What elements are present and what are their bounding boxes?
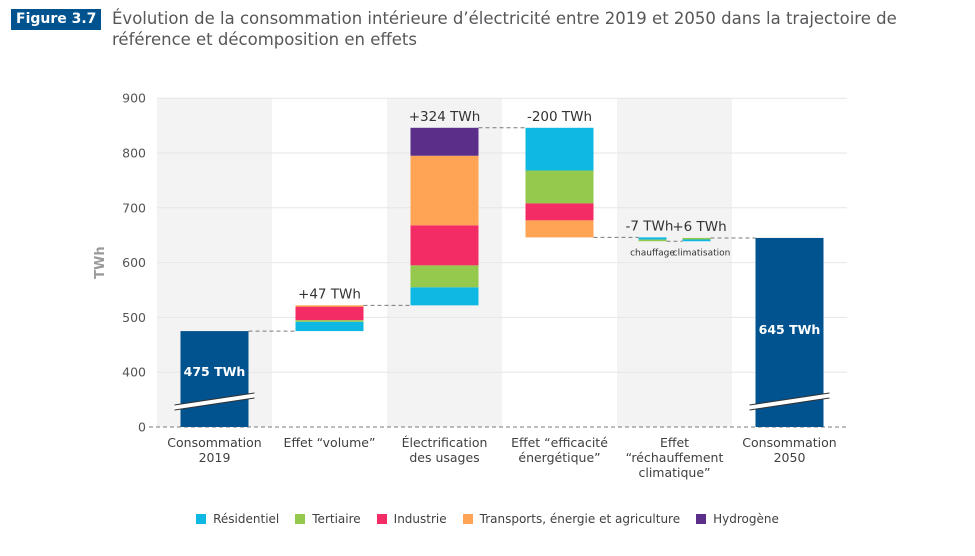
- x-category-label: Consommation: [167, 435, 261, 450]
- y-tick-label: 0: [138, 420, 146, 435]
- legend-item: Hydrogène: [696, 512, 779, 526]
- effect-value-label: +324 TWh: [409, 109, 481, 125]
- segment-tertiaire: [682, 237, 711, 240]
- legend-item: Résidentiel: [196, 512, 279, 526]
- axis-break-line: [174, 392, 255, 406]
- x-category-label: 2050: [774, 450, 806, 465]
- legend-swatch: [295, 514, 306, 524]
- legend-item: Tertiaire: [295, 512, 361, 526]
- axis-break-line: [749, 397, 830, 411]
- segment-résidentiel: [682, 239, 711, 242]
- x-category-label: Effet “efficacité: [511, 435, 608, 450]
- segment-tertiaire: [295, 320, 364, 322]
- x-category-label: des usages: [409, 450, 479, 465]
- x-category-label: 2019: [199, 450, 231, 465]
- sublabel-climatisation: climatisation: [673, 248, 731, 258]
- x-category-label: Effet: [660, 435, 689, 450]
- figure-badge: Figure 3.7: [11, 9, 102, 30]
- x-category-label: Effet “volume”: [284, 435, 376, 450]
- effect-value-label: -200 TWh: [527, 109, 592, 125]
- segment-transports: [410, 155, 479, 226]
- y-tick-label: 900: [122, 91, 146, 106]
- segment-tertiaire: [638, 239, 667, 242]
- legend-swatch: [696, 514, 707, 524]
- segment-industrie: [525, 203, 594, 221]
- effect-value-label: +6 TWh: [672, 219, 726, 235]
- legend-label: Résidentiel: [213, 512, 280, 526]
- effect-value-label: +47 TWh: [298, 286, 361, 302]
- y-tick-label: 700: [122, 200, 146, 215]
- legend-item: Transports, énergie et agriculture: [462, 512, 681, 526]
- y-tick-label: 600: [122, 255, 146, 270]
- y-tick-label: 800: [122, 146, 146, 161]
- legend-label: Transports, énergie et agriculture: [479, 512, 681, 526]
- axis-break-line: [749, 392, 830, 406]
- legend-swatch: [196, 514, 207, 524]
- effect-value-label: -7 TWh: [626, 218, 674, 234]
- segment-industrie: [295, 306, 364, 321]
- sublabel-chauffage: chauffage: [630, 248, 675, 258]
- segment-résidentiel: [638, 237, 667, 240]
- waterfall-chart: 0 400 500 600 700 800 900 TWh 475 TWh 645 TWh +47 …: [93, 91, 847, 480]
- segment-hydrogène: [410, 127, 479, 156]
- legend-swatch: [462, 514, 473, 524]
- segment-résidentiel: [295, 321, 364, 332]
- x-category-label: climatique”: [638, 465, 710, 480]
- y-axis-label: TWh: [93, 246, 108, 278]
- axis-break-line: [174, 397, 255, 411]
- segment-transports: [525, 220, 594, 238]
- segment-tertiaire: [525, 170, 594, 204]
- axis-break: [749, 393, 830, 410]
- legend: Résidentiel Tertiaire Industrie Transports,…: [0, 512, 975, 526]
- chart-title: Évolution de la consommation intérieure …: [112, 9, 897, 49]
- axis-break: [174, 393, 255, 410]
- segment-résidentiel: [525, 127, 594, 171]
- segment-résidentiel: [410, 287, 479, 306]
- legend-swatch: [376, 514, 387, 524]
- y-tick-label: 500: [122, 310, 146, 325]
- legend-label: Industrie: [393, 512, 447, 526]
- segment-tertiaire: [410, 265, 479, 288]
- x-category-label: énergétique”: [518, 450, 600, 465]
- total-bar-label: 475 TWh: [184, 364, 246, 379]
- x-category-label: “réchauffement: [626, 450, 724, 465]
- legend-item: Industrie: [376, 512, 447, 526]
- y-tick-label: 400: [122, 365, 146, 380]
- legend-label: Hydrogène: [713, 512, 779, 526]
- x-category-label: Électrification: [402, 435, 488, 450]
- total-bar-label: 645 TWh: [759, 322, 821, 337]
- x-category-label: Consommation: [742, 435, 836, 450]
- segment-transports: [295, 305, 364, 307]
- segment-industrie: [410, 225, 479, 266]
- legend-label: Tertiaire: [312, 512, 361, 526]
- total-bar: [180, 331, 249, 427]
